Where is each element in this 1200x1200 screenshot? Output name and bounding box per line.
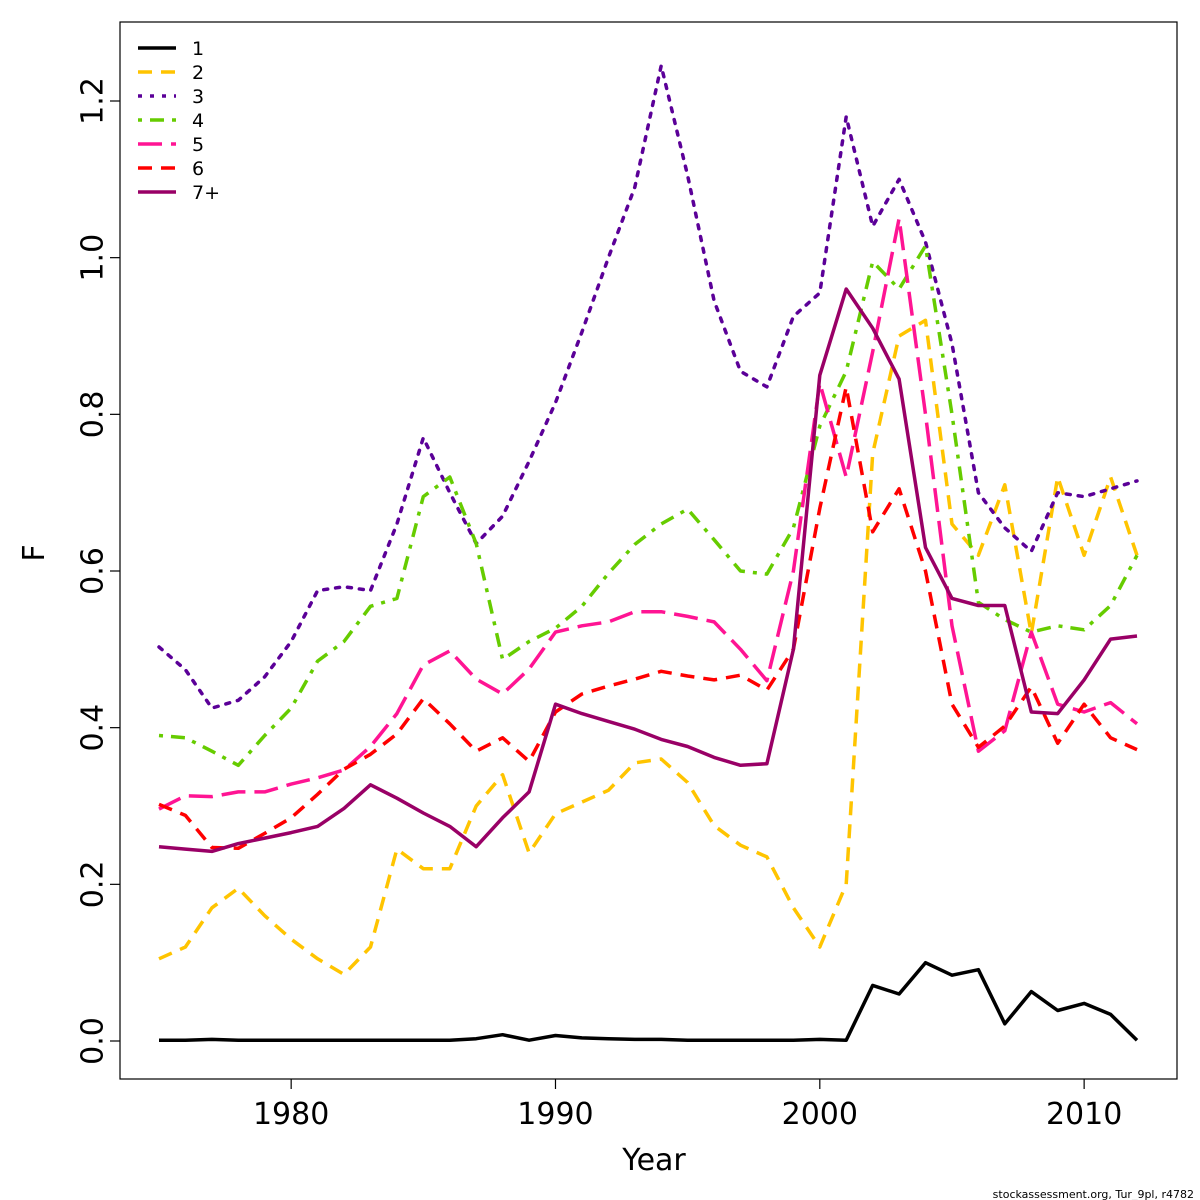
y-axis: 0.0 0.2 0.4 0.6 0.8 1.0 1.2 [76, 77, 120, 1065]
x-axis-title: Year [621, 1143, 686, 1178]
x-tick-label: 2010 [1046, 1097, 1122, 1132]
y-tick-label: 0.2 [76, 860, 111, 908]
series-line-5 [158, 216, 1139, 811]
legend-label: 3 [192, 86, 204, 108]
legend-label: 6 [192, 158, 204, 180]
legend-label: 5 [192, 134, 204, 156]
y-tick-label: 0.4 [76, 704, 111, 752]
x-tick-label: 1990 [517, 1097, 593, 1132]
legend-label: 2 [192, 62, 204, 84]
credit-text: stockassessment.org, Tur_9pl, r4782 [993, 1188, 1194, 1200]
y-tick-label: 1.2 [76, 77, 111, 125]
series-line-4 [158, 244, 1139, 768]
series-line-6 [158, 385, 1138, 851]
series-line-7plus [158, 287, 1138, 854]
x-axis: 1980 1990 2000 2010 [253, 1079, 1122, 1132]
series-line-1 [159, 960, 1139, 1042]
plot-area [119, 21, 1178, 1080]
legend-label: 4 [192, 110, 204, 132]
x-tick-label: 2000 [782, 1097, 858, 1132]
y-tick-label: 0.8 [76, 390, 111, 438]
series-layer [157, 63, 1139, 1042]
series-line-3 [157, 63, 1139, 710]
legend-label: 1 [192, 38, 204, 60]
series-line-2 [158, 318, 1139, 977]
plot-frame [119, 21, 1178, 1080]
y-tick-label: 0.0 [76, 1017, 111, 1065]
y-tick-label: 1.0 [76, 234, 111, 282]
y-tick-label: 0.6 [76, 547, 111, 595]
x-tick-label: 1980 [253, 1097, 329, 1132]
legend-label: 7+ [192, 182, 220, 204]
y-axis-title: F [17, 544, 52, 561]
